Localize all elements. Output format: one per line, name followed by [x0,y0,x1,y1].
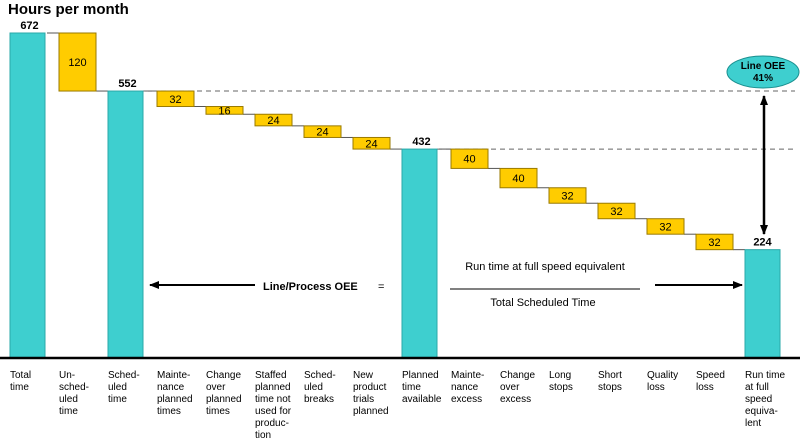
formula-label: Line/Process OEE [263,281,358,293]
connector-lines [47,32,795,251]
total-bar-2 [107,90,144,359]
loss-bar-5 [254,113,293,127]
loss-bar-14 [695,233,734,251]
value-label-11: 32 [561,191,573,203]
total-bar-8 [401,148,438,359]
category-label-4: Change over planned times [206,370,242,417]
bars-layer [9,32,781,359]
category-label-6: Sched- uled breaks [304,370,336,405]
total-bar-0 [9,32,46,359]
category-label-5: Staffed planned time not used for produc… [255,370,292,441]
loss-bar-7 [352,136,391,150]
value-label-1: 120 [68,57,86,69]
loss-bar-4 [205,106,244,115]
category-label-9: Mainte- nance excess [451,370,485,405]
category-label-8: Planned time available [402,370,442,405]
value-label-9: 40 [463,154,475,166]
category-label-10: Change over excess [500,370,536,405]
category-label-11: Long stops [549,370,573,393]
loss-bar-12 [597,202,636,220]
loss-bar-13 [646,218,685,235]
category-label-15: Run time at full speed equiva- lent [745,370,786,429]
value-label-6: 24 [316,127,328,139]
category-label-12: Short stops [598,370,622,393]
value-label-5: 24 [267,115,279,127]
category-label-1: Un- sched- uled time [59,370,90,417]
value-label-8: 432 [412,136,430,148]
loss-bar-9 [450,148,489,169]
value-label-14: 32 [708,237,720,249]
value-label-10: 40 [512,173,524,185]
total-bar-15 [744,249,781,359]
value-label-15: 224 [753,237,772,249]
line-oee-ellipse [726,55,800,89]
category-label-7: New product trials planned [353,370,389,417]
value-label-3: 32 [169,94,181,106]
loss-bar-10 [499,167,538,189]
category-label-3: Mainte- nance planned times [157,370,193,417]
category-label-13: Quality loss [647,370,679,393]
formula-equals: = [378,281,384,293]
value-label-2: 552 [118,78,136,90]
line-oee-label: Line OEE [741,61,786,72]
loss-bar-3 [156,90,195,108]
line-oee-value: 41% [753,73,773,84]
value-label-13: 32 [659,221,671,233]
formula-numerator: Run time at full speed equivalent [465,261,625,273]
loss-bar-6 [303,125,342,138]
loss-bar-1 [58,32,97,92]
category-label-0: Total time [10,370,32,393]
formula-denominator: Total Scheduled Time [490,297,595,309]
category-label-14: Speed loss [696,370,725,393]
value-labels-layer: 672 120 552 32 16 24 24 24 432 40 40 32 32 32 32 224 [20,20,772,249]
value-label-12: 32 [610,206,622,218]
chart-title: Hours per month [8,1,129,18]
value-label-7: 24 [365,138,377,150]
value-label-0: 672 [20,20,38,32]
loss-bar-11 [548,187,587,204]
category-label-2: Sched- uled time [108,370,140,405]
value-label-4: 16 [218,105,230,117]
